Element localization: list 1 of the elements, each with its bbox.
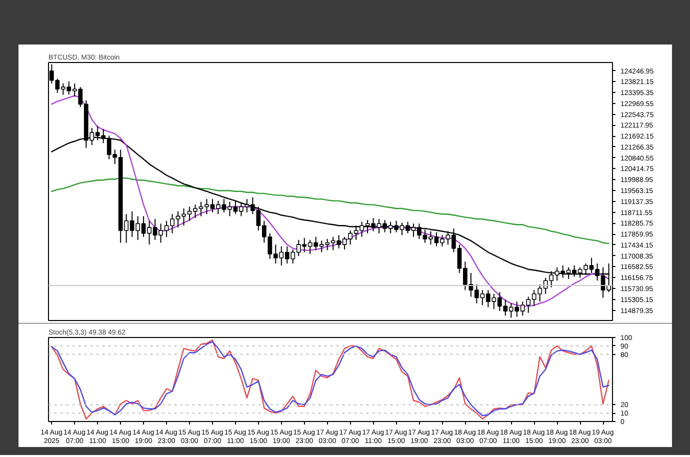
line-series — [51, 177, 610, 244]
